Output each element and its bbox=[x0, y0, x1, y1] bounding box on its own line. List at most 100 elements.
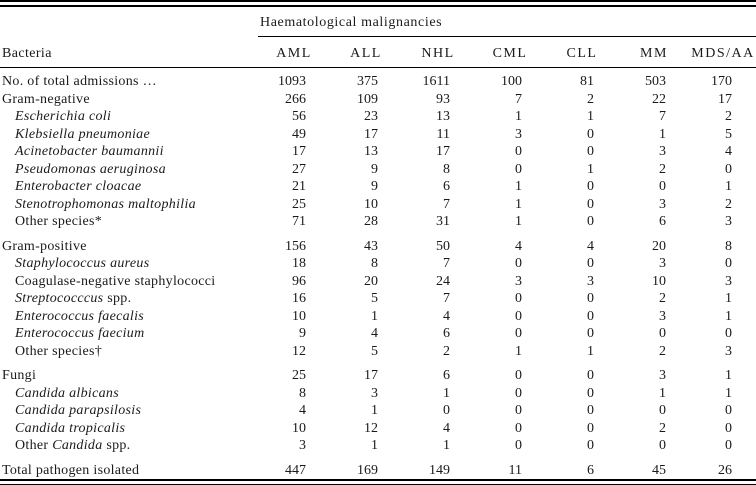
spanner-header: Haematological malignancies bbox=[258, 7, 756, 37]
cell-value: 0 bbox=[587, 438, 594, 453]
row-label: Gram-negative bbox=[0, 91, 258, 109]
cell-value: 93 bbox=[436, 91, 450, 107]
table-row: Gram-negative 266 109 93 7 2 22 17 bbox=[0, 91, 756, 109]
cell-value: 1 bbox=[515, 214, 522, 229]
cell-value: 28 bbox=[364, 214, 378, 229]
table-row: Other species† 12 5 2 1 1 2 3 bbox=[0, 343, 756, 361]
cell-value: 0 bbox=[587, 420, 594, 436]
cell-value: 375 bbox=[357, 74, 378, 89]
cell-value: 503 bbox=[645, 74, 666, 89]
row-label: Gram-positive bbox=[0, 231, 258, 256]
cell-value: 4 bbox=[299, 403, 306, 418]
row-label-italic-part: Candida bbox=[52, 438, 103, 453]
cell-value: 2 bbox=[725, 109, 733, 124]
cell-value: 20 bbox=[652, 238, 666, 254]
cell-value: 16 bbox=[292, 291, 306, 306]
row-label-part: Gram-positive bbox=[2, 238, 87, 254]
column-header-row: Bacteria AML ALL NHL CML CLL MM MDS/AA bbox=[0, 36, 756, 68]
cell-value: 1 bbox=[725, 291, 733, 306]
cell-value: 17 bbox=[364, 126, 378, 142]
top-double-rule bbox=[0, 0, 756, 7]
cell-value: 100 bbox=[501, 74, 522, 89]
row-label-italic-part: Candida parapsilosis bbox=[15, 403, 142, 418]
pathogen-table: Haematological malignancies Bacteria AML… bbox=[0, 7, 756, 479]
row-label: Escherichia coli bbox=[0, 108, 258, 126]
cell-value: 24 bbox=[436, 273, 450, 289]
cell-value: 1 bbox=[515, 109, 522, 124]
cell-value: 2 bbox=[659, 343, 666, 359]
cell-value: 7 bbox=[443, 196, 450, 212]
table-row: Candida parapsilosis 4 1 0 0 0 0 0 bbox=[0, 402, 756, 420]
row-label: Acinetobacter baumannii bbox=[0, 143, 258, 161]
cell-value: 0 bbox=[659, 403, 666, 418]
cell-value: 25 bbox=[292, 368, 306, 383]
cell-value: 0 bbox=[659, 179, 666, 194]
cell-value: 4 bbox=[371, 326, 378, 341]
cell-value: 50 bbox=[436, 238, 450, 254]
cell-value: 1 bbox=[725, 368, 733, 383]
cell-value: 169 bbox=[357, 462, 378, 478]
cell-value: 5 bbox=[725, 126, 733, 142]
table-row: Stenotrophomonas maltophilia 25 10 7 1 0 3 2 bbox=[0, 196, 756, 214]
cell-value: 2 bbox=[587, 91, 594, 107]
cell-value: 8 bbox=[371, 256, 378, 271]
row-label: Enterococcus faecium bbox=[0, 325, 258, 343]
row-label-part: Coagulase-negative staphylococci bbox=[15, 273, 216, 289]
cell-value: 4 bbox=[587, 238, 594, 254]
cell-value: 0 bbox=[725, 403, 733, 418]
row-label: Pseudomonas aeruginosa bbox=[0, 161, 258, 179]
column-header-mds-aa: MDS/AA bbox=[690, 36, 756, 68]
cell-value: 0 bbox=[725, 420, 733, 436]
table-row: Acinetobacter baumannii 17 13 17 0 0 3 4 bbox=[0, 143, 756, 161]
cell-value: 3 bbox=[515, 126, 522, 142]
table-row: Candida albicans 8 3 1 0 0 1 1 bbox=[0, 385, 756, 403]
cell-value: 22 bbox=[652, 91, 666, 107]
cell-value: 49 bbox=[292, 126, 306, 142]
cell-value: 0 bbox=[587, 214, 594, 229]
row-label: Other species† bbox=[0, 343, 258, 361]
table-row: Other Candida spp. 3 1 1 0 0 0 0 bbox=[0, 437, 756, 455]
cell-value: 4 bbox=[443, 420, 450, 436]
row-label-part: spp. bbox=[102, 438, 131, 453]
row-label-part: Fungi bbox=[2, 368, 37, 383]
row-label: Other Candida spp. bbox=[0, 437, 258, 455]
cell-value: 27 bbox=[292, 161, 306, 177]
cell-value: 0 bbox=[587, 308, 594, 324]
cell-value: 10 bbox=[364, 196, 378, 212]
cell-value: 0 bbox=[515, 403, 522, 418]
row-label-part: Gram-negative bbox=[2, 91, 90, 107]
row-label-italic-part: Candida tropicalis bbox=[15, 420, 126, 436]
cell-value: 0 bbox=[515, 438, 522, 453]
cell-value: 0 bbox=[587, 144, 594, 159]
cell-value: 2 bbox=[659, 161, 666, 177]
bottom-double-rule bbox=[0, 479, 756, 485]
row-label-italic-part: Streptococccus bbox=[15, 291, 104, 306]
column-header-nhl: NHL bbox=[402, 36, 474, 68]
cell-value: 447 bbox=[285, 462, 306, 478]
cell-value: 81 bbox=[580, 74, 594, 89]
cell-value: 0 bbox=[515, 256, 522, 271]
table-row: Gram-positive 156 43 50 4 4 20 8 bbox=[0, 231, 756, 256]
cell-value: 17 bbox=[292, 144, 306, 159]
cell-value: 56 bbox=[292, 109, 306, 124]
row-label: Candida parapsilosis bbox=[0, 402, 258, 420]
cell-value: 9 bbox=[299, 326, 306, 341]
cell-value: 0 bbox=[587, 368, 594, 383]
cell-value: 0 bbox=[587, 179, 594, 194]
row-label-italic-part: Escherichia coli bbox=[15, 109, 112, 124]
cell-value: 71 bbox=[292, 214, 306, 229]
cell-value: 0 bbox=[587, 403, 594, 418]
cell-value: 43 bbox=[364, 238, 378, 254]
cell-value: 11 bbox=[508, 462, 522, 478]
cell-value: 1 bbox=[587, 161, 594, 177]
cell-value: 0 bbox=[515, 291, 522, 306]
row-label-italic-part: Staphylococcus aureus bbox=[15, 256, 150, 271]
row-label-part: Other species* bbox=[15, 214, 103, 229]
table-row: Streptococccus spp. 16 5 7 0 0 2 1 bbox=[0, 290, 756, 308]
cell-value: 1 bbox=[515, 343, 522, 359]
row-label: Streptococccus spp. bbox=[0, 290, 258, 308]
cell-value: 1 bbox=[371, 403, 378, 418]
cell-value: 0 bbox=[659, 438, 666, 453]
cell-value: 8 bbox=[299, 385, 306, 401]
cell-value: 1 bbox=[371, 308, 378, 324]
